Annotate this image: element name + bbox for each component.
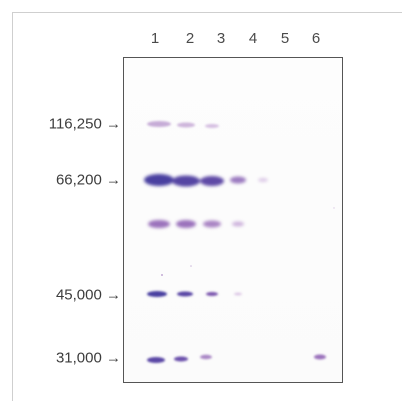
band-row-31000 [147, 354, 326, 363]
band [176, 220, 196, 228]
speck [333, 207, 335, 209]
band [205, 124, 219, 128]
band [258, 178, 268, 182]
band-row-66200 [144, 174, 268, 187]
band-row-116250 [147, 121, 219, 128]
gel-image [123, 57, 343, 383]
lane-number: 3 [216, 30, 226, 47]
band [200, 176, 224, 186]
speck [161, 274, 163, 276]
band-row-45000 [147, 291, 242, 297]
marker-label: 116,250 → [48, 115, 121, 133]
band [200, 354, 212, 360]
band [230, 176, 246, 184]
band-row-mid [148, 220, 244, 228]
molecular-weight-markers: 116,250 → 66,200 → 45,000 → 31,000 → [0, 0, 121, 401]
lane-number: 6 [311, 30, 321, 47]
band [177, 291, 193, 297]
lane-number: 2 [185, 30, 195, 47]
band [234, 292, 242, 296]
lane-number: 4 [248, 30, 258, 47]
lane-number: 5 [280, 30, 290, 47]
band [147, 121, 171, 127]
band [206, 292, 218, 296]
speck [190, 265, 192, 267]
band [172, 175, 200, 187]
band [177, 122, 195, 128]
lane-number: 1 [150, 30, 160, 47]
marker-label: 31,000 → [55, 349, 121, 367]
gel-bands [144, 121, 335, 363]
marker-label: 45,000 → [55, 286, 121, 304]
lane-number-row: 1 2 3 4 5 6 [0, 30, 409, 50]
band [174, 356, 188, 362]
band [147, 291, 167, 297]
band [314, 354, 326, 360]
band [203, 220, 221, 228]
band [147, 357, 165, 363]
band [232, 221, 244, 227]
band [144, 174, 174, 186]
marker-label: 66,200 → [55, 171, 121, 189]
band [148, 220, 170, 228]
figure-frame [12, 12, 402, 401]
